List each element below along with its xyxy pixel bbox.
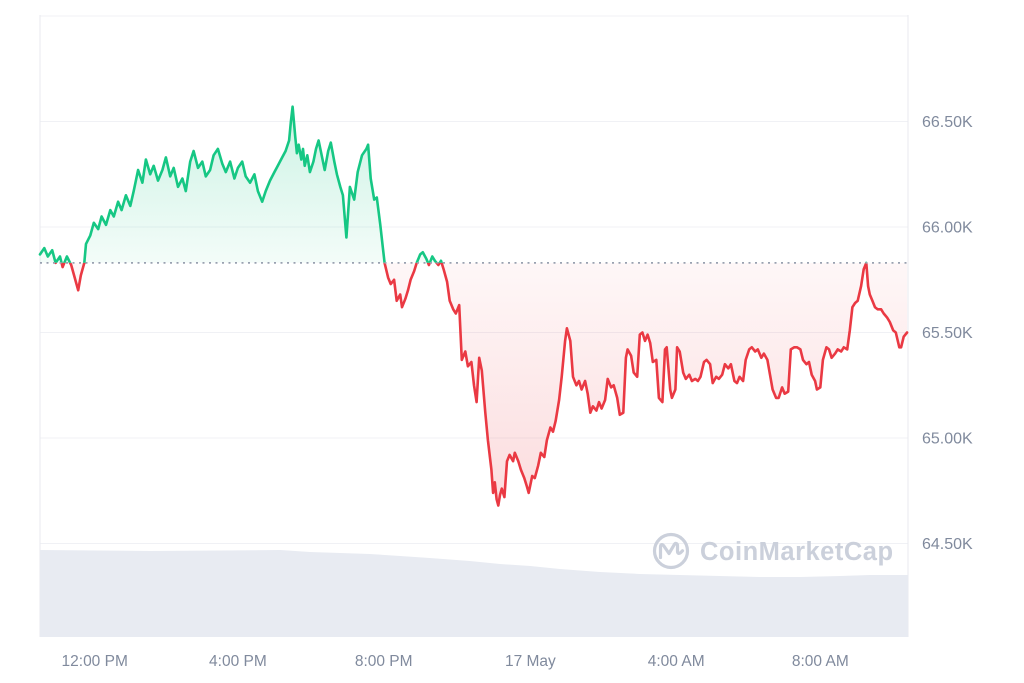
y-axis-tick-label: 66.50K — [922, 114, 973, 131]
x-axis-tick-label: 12:00 PM — [62, 653, 128, 670]
y-axis-tick-label: 65.00K — [922, 431, 973, 448]
watermark: CoinMarketCap — [652, 532, 894, 570]
watermark-text: CoinMarketCap — [700, 538, 894, 566]
y-axis-tick-label: 65.50K — [922, 325, 973, 342]
x-axis-tick-label: 4:00 PM — [209, 653, 267, 670]
y-axis-tick-label: 66.00K — [922, 220, 973, 237]
y-axis-tick-label: 64.50K — [922, 536, 973, 553]
price-area-below-baseline — [40, 262, 908, 506]
volume-area — [40, 550, 908, 637]
price-area-above-baseline — [40, 106, 442, 263]
price-line-up-segment — [38, 105, 868, 263]
coinmarketcap-logo-m — [658, 541, 685, 560]
x-axis-tick-label: 8:00 AM — [792, 653, 849, 670]
x-axis-tick-label: 8:00 PM — [355, 653, 413, 670]
y-axis-labels: 66.50K 66.00K 65.50K 65.00K 64.50K — [922, 114, 973, 553]
x-axis-tick-label: 17 May — [505, 653, 556, 670]
x-axis-labels: 12:00 PM 4:00 PM 8:00 PM 17 May 4:00 AM 8:00 … — [62, 653, 849, 670]
x-axis-tick-label: 4:00 AM — [648, 653, 705, 670]
price-line-down-segment — [54, 262, 909, 507]
coinmarketcap-logo-icon — [652, 532, 690, 570]
